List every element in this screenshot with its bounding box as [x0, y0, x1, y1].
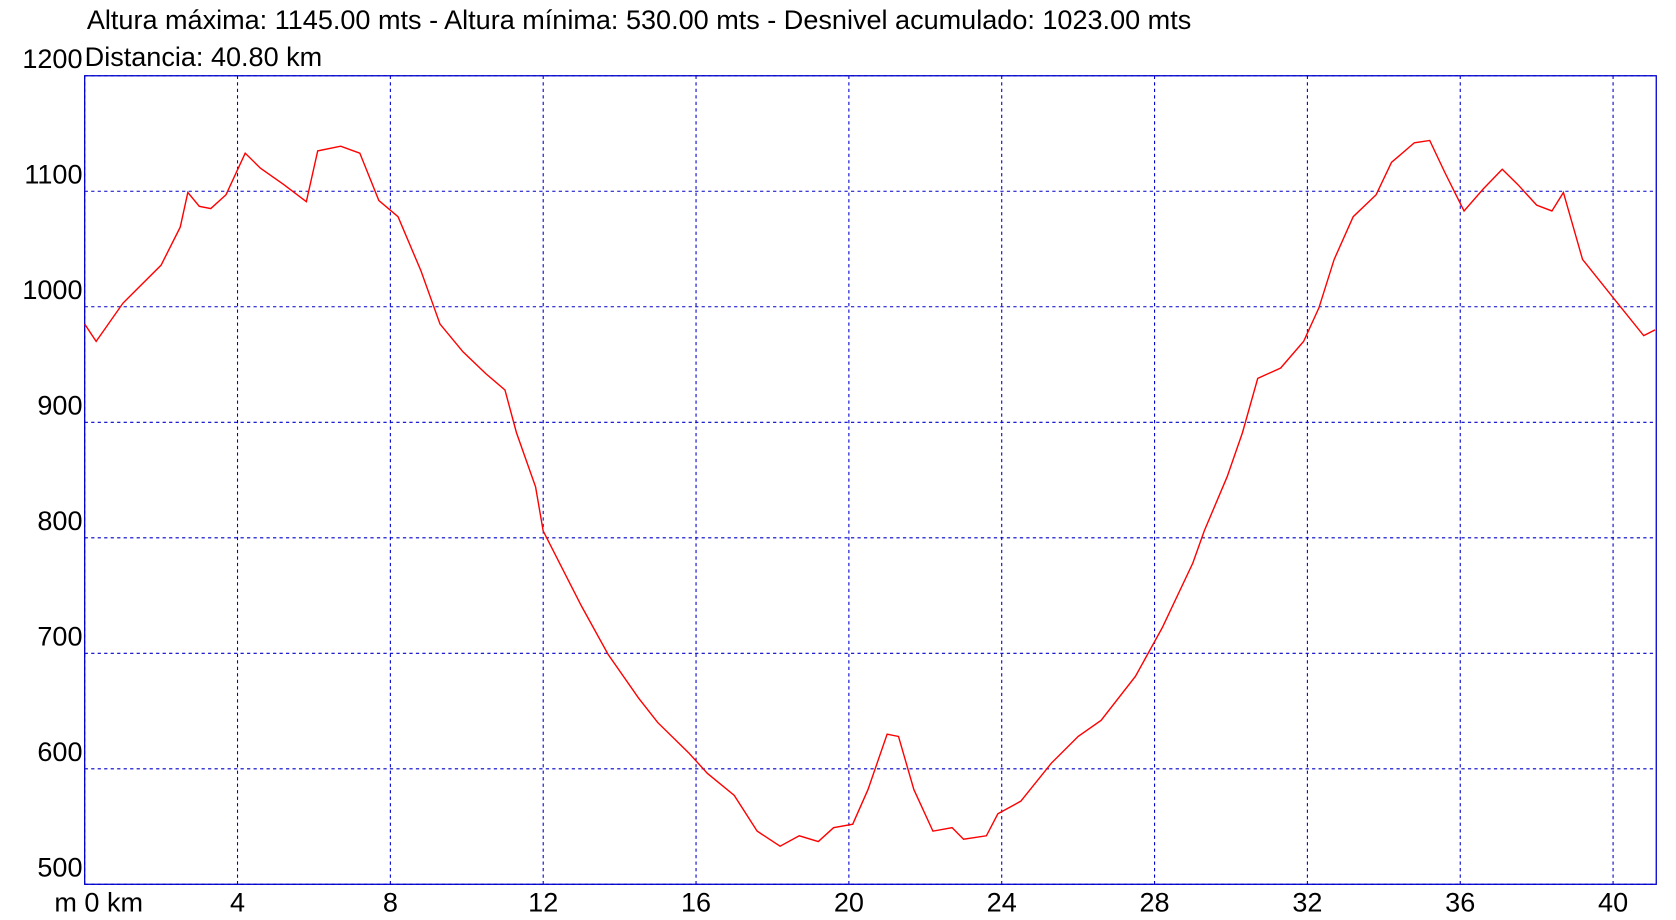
plot-frame: [84, 75, 1657, 885]
x-tick-label: 28: [1140, 887, 1170, 917]
elevation-line: [84, 139, 1656, 848]
x-tick-label: 20: [834, 887, 864, 917]
y-tick-label: 1000: [22, 275, 82, 305]
y-tick-label: 1200: [22, 44, 82, 74]
x-tick-label: m 0 km: [54, 887, 143, 917]
x-tick-label: 8: [383, 887, 398, 917]
x-tick-label: 16: [681, 887, 711, 917]
y-tick-label: 700: [37, 622, 82, 652]
x-tick-label: 40: [1598, 887, 1628, 917]
x-tick-label: 4: [230, 887, 245, 917]
x-tick-label: 36: [1445, 887, 1475, 917]
chart-subtitle: Distancia: 40.80 km: [85, 42, 323, 72]
y-tick-label: 500: [37, 853, 82, 883]
y-tick-label: 800: [37, 506, 82, 536]
y-tick-label: 600: [37, 737, 82, 767]
x-tick-label: 12: [528, 887, 558, 917]
y-tick-label: 900: [37, 391, 82, 421]
x-tick-label: 32: [1292, 887, 1322, 917]
chart-title: Altura máxima: 1145.00 mts - Altura míni…: [87, 5, 1191, 35]
y-tick-label: 1100: [24, 160, 82, 190]
x-tick-label: 24: [987, 887, 1017, 917]
